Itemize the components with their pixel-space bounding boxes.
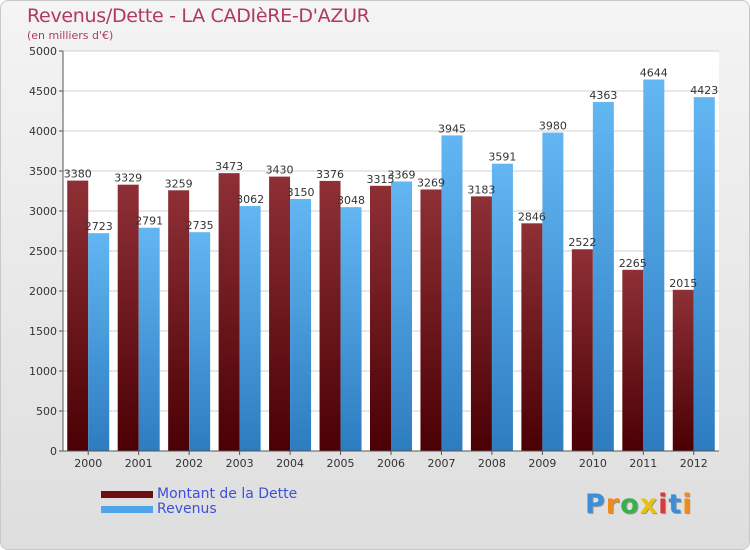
bar-revenus	[239, 206, 261, 451]
x-tick-label: 2005	[327, 457, 355, 470]
x-tick-label: 2000	[74, 457, 102, 470]
data-label-dette: 2265	[619, 257, 647, 270]
data-label-dette: 3183	[467, 183, 495, 196]
data-label-dette: 2846	[518, 210, 546, 223]
bar-revenus	[290, 199, 312, 451]
data-label-dette: 3473	[215, 160, 243, 173]
logo-letter: i	[682, 489, 693, 520]
data-label-revenus: 3591	[488, 151, 516, 164]
bar-dette	[571, 249, 593, 451]
logo-letter: P	[585, 489, 606, 520]
x-tick-label: 2003	[226, 457, 254, 470]
y-tick-label: 1000	[29, 365, 57, 378]
chart-subtitle: (en milliers d'€)	[27, 29, 114, 42]
data-label-revenus: 4644	[640, 66, 668, 79]
x-tick-label: 2002	[175, 457, 203, 470]
bar-dette	[168, 190, 190, 451]
x-tick-label: 2008	[478, 457, 506, 470]
logo-letter: r	[605, 489, 621, 520]
bar-dette	[218, 173, 240, 451]
bar-dette	[521, 223, 543, 451]
x-tick-label: 2012	[680, 457, 708, 470]
y-tick-label: 500	[36, 405, 57, 418]
x-tick-label: 2010	[579, 457, 607, 470]
bar-dette	[117, 184, 139, 451]
data-label-revenus: 3062	[236, 193, 264, 206]
logo-letter: x	[639, 489, 659, 520]
data-label-dette: 3329	[114, 172, 142, 185]
y-tick-label: 5000	[29, 45, 57, 58]
data-label-revenus: 3369	[388, 168, 416, 181]
y-tick-label: 2000	[29, 285, 57, 298]
x-tick-label: 2007	[427, 457, 455, 470]
bar-revenus	[693, 97, 715, 451]
bar-revenus	[491, 163, 513, 451]
x-tick-label: 2004	[276, 457, 304, 470]
bar-revenus	[189, 232, 211, 451]
bar-dette	[269, 176, 291, 451]
legend-swatch-debt	[101, 490, 153, 498]
y-tick-label: 2500	[29, 245, 57, 258]
bar-revenus	[441, 135, 463, 451]
bar-revenus	[391, 181, 412, 452]
bar-dette	[370, 185, 391, 452]
data-label-revenus: 2791	[135, 215, 163, 228]
bar-revenus	[138, 227, 160, 451]
legend-label-debt: Montant de la Dette	[157, 486, 298, 502]
bar-dette	[319, 180, 341, 452]
data-label-dette: 3430	[266, 164, 294, 177]
data-label-revenus: 3980	[539, 120, 567, 133]
x-tick-label: 2009	[528, 457, 556, 470]
data-label-revenus: 2735	[186, 219, 214, 232]
data-label-dette: 2522	[568, 236, 596, 249]
data-label-revenus: 3945	[438, 122, 466, 135]
legend-label-revenus: Revenus	[157, 501, 217, 517]
bar-dette	[420, 189, 442, 452]
bar-revenus	[88, 233, 110, 451]
legend-item-revenus: Revenus	[101, 501, 297, 517]
data-label-revenus: 4423	[690, 84, 718, 97]
logo-letter: t	[668, 489, 683, 520]
x-tick-label: 2001	[125, 457, 153, 470]
bar-revenus	[340, 207, 362, 451]
x-tick-label: 2006	[377, 457, 405, 470]
y-tick-label: 4000	[29, 125, 57, 138]
data-label-dette: 2015	[669, 277, 697, 290]
data-label-revenus: 3048	[337, 194, 365, 207]
data-label-revenus: 3150	[287, 186, 315, 199]
data-label-dette: 3315	[367, 173, 395, 186]
x-tick-label: 2011	[629, 457, 657, 470]
bar-dette	[622, 269, 644, 451]
bar-dette	[470, 196, 492, 451]
y-tick-label: 1500	[29, 325, 57, 338]
bar-revenus	[643, 79, 665, 451]
legend-item-debt: Montant de la Dette	[101, 486, 298, 502]
y-tick-label: 3000	[29, 205, 57, 218]
data-label-dette: 3376	[316, 168, 344, 181]
legend-swatch-revenus	[101, 505, 153, 513]
proxiti-logo: Proxiti	[585, 489, 693, 520]
y-tick-label: 4500	[29, 85, 57, 98]
bar-dette	[672, 289, 694, 451]
bar-revenus	[542, 132, 564, 451]
logo-letter: i	[658, 489, 669, 520]
logo-letter: o	[620, 489, 640, 520]
y-tick-label: 3500	[29, 165, 57, 178]
y-tick-label: 0	[50, 445, 57, 458]
data-label-revenus: 2723	[85, 220, 113, 233]
data-label-dette: 3259	[165, 177, 193, 190]
bar-dette	[67, 180, 89, 451]
legend: Montant de la Dette Revenus	[101, 486, 298, 517]
data-label-dette: 3380	[64, 168, 92, 181]
chart-title: Revenus/Dette - LA CADIèRE-D'AZUR	[27, 5, 370, 27]
data-label-dette: 3269	[417, 176, 445, 189]
data-label-revenus: 4363	[589, 89, 617, 102]
bar-revenus	[592, 101, 614, 452]
